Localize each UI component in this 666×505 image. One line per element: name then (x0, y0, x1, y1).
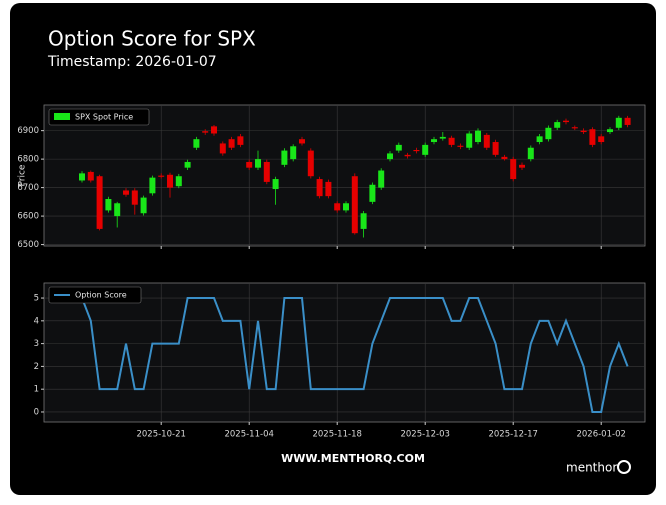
candle-body (325, 181, 332, 197)
candle-body (404, 154, 411, 157)
candle-body (422, 144, 429, 155)
candle-body (395, 144, 402, 151)
candle-body (431, 139, 437, 143)
candle-body (105, 199, 112, 211)
candle-body (96, 176, 103, 229)
y-tick-label: 6500 (17, 240, 39, 250)
plot-area (43, 104, 646, 247)
candle-body (175, 176, 182, 187)
candle-body (246, 161, 253, 168)
candle-body (387, 153, 393, 160)
candle-body (501, 156, 508, 160)
subtitle: Timestamp: 2026-01-07 (47, 54, 217, 70)
candle-body (237, 136, 244, 145)
legend-box (48, 108, 150, 126)
candle-body (457, 145, 464, 147)
legend-label: Option Score (75, 291, 127, 300)
y-tick-label: 5 (34, 294, 39, 304)
candle-body (114, 203, 121, 217)
candle-body (466, 133, 473, 148)
legend-swatch (54, 113, 70, 120)
candle-body (79, 173, 85, 181)
candle-body (527, 147, 534, 160)
legend-label: SPX Spot Price (75, 113, 133, 122)
y-tick-label: 4 (34, 316, 39, 326)
candle-body (131, 190, 138, 205)
x-tick-label: 2025-10-21 (136, 430, 185, 440)
candle-body (598, 136, 605, 143)
candle-body (571, 127, 578, 129)
candle-body (554, 122, 561, 128)
candle-body (413, 150, 420, 152)
x-tick-label: 2025-12-03 (400, 430, 449, 440)
candle-body (483, 134, 490, 148)
x-tick-label: 2025-11-18 (312, 430, 361, 440)
x-tick-label: 2026-01-02 (576, 430, 625, 440)
candle-body (475, 130, 481, 143)
candle-body (140, 197, 147, 214)
candle-body (193, 139, 200, 148)
candle-body (607, 129, 613, 133)
candle-body (307, 150, 314, 177)
candle-body (228, 139, 235, 148)
candle-body (580, 130, 587, 133)
candle-body (184, 161, 191, 168)
y-tick-label: 6900 (17, 126, 39, 136)
candle-body (255, 159, 261, 168)
candle-body (299, 139, 305, 144)
score-line (81, 297, 629, 413)
y-tick-label: 0 (34, 407, 39, 417)
candle-body (290, 146, 297, 160)
candle-body (149, 177, 156, 194)
candle-body (316, 179, 323, 197)
y-tick-label: 6700 (17, 183, 39, 193)
candle-body (439, 136, 446, 139)
title: Option Score for SPX (48, 27, 256, 51)
candle-body (563, 120, 569, 123)
y-tick-label: 6800 (17, 155, 39, 165)
brand: menthor (566, 461, 617, 475)
y-tick-label: 6600 (17, 212, 39, 222)
candle-body (545, 127, 552, 140)
candle-body (589, 129, 596, 145)
candle-body (123, 190, 129, 195)
candle-body (167, 174, 173, 188)
candle-body (378, 170, 385, 188)
legend-box (48, 286, 142, 304)
x-tick-label: 2025-11-04 (224, 430, 273, 440)
candle-body (510, 159, 517, 180)
x-tick-label: 2025-12-17 (488, 430, 537, 440)
candle-body (615, 117, 622, 128)
candle-body (369, 184, 376, 202)
candle-body (360, 213, 367, 229)
candle-body (492, 142, 499, 155)
candle-body (211, 126, 217, 134)
candle-body (87, 171, 94, 181)
candle-body (272, 179, 279, 190)
y-tick-label: 3 (34, 339, 39, 349)
plot-area (43, 282, 646, 423)
candle-body (536, 136, 543, 143)
candle-body (351, 176, 358, 234)
y-tick-label: 2 (34, 362, 39, 372)
y-tick-label: 1 (34, 385, 39, 395)
y-axis-label: Price (18, 164, 28, 186)
footer: WWW.MENTHORQ.COM (281, 452, 425, 465)
candle-body (624, 117, 631, 125)
candle-body (219, 143, 226, 154)
candle-body (334, 203, 341, 211)
candle-body (519, 164, 525, 168)
candle-body (263, 161, 270, 182)
candle-body (202, 131, 209, 133)
candle-body (448, 137, 455, 145)
brand-logo (617, 460, 631, 474)
candle-body (343, 203, 349, 211)
candle-body (281, 150, 288, 165)
candle-body (158, 175, 165, 177)
